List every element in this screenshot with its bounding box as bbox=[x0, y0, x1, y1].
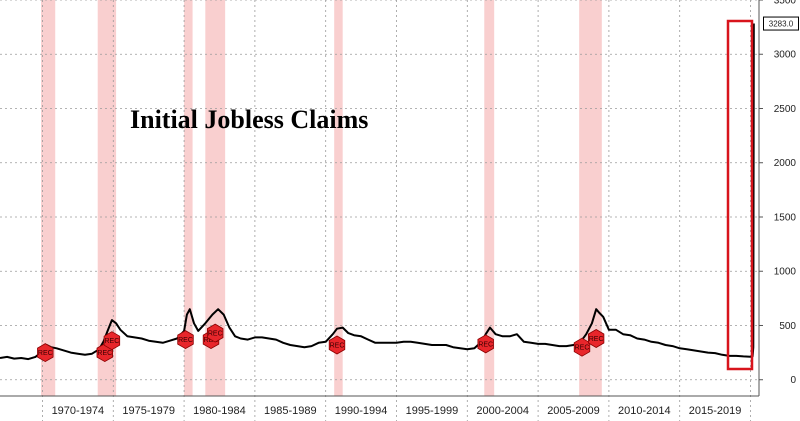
x-tick-label-0: 1970-1974 bbox=[52, 405, 105, 417]
claims-series bbox=[0, 23, 755, 361]
y-tick-label-7: 3500 bbox=[774, 0, 797, 7]
x-tick-label-3: 1985-1989 bbox=[264, 405, 317, 417]
x-tick-label-2: 1980-1984 bbox=[193, 405, 246, 417]
recession-bands bbox=[41, 0, 602, 396]
rec-marker-text-6: REC bbox=[330, 343, 345, 350]
rec-marker-shape-2 bbox=[103, 331, 121, 351]
spike-highlight-box bbox=[726, 19, 754, 371]
y-tick-label-3: 1500 bbox=[774, 212, 797, 223]
grid-lines bbox=[0, 0, 759, 421]
rec-marker-shape-3 bbox=[177, 330, 194, 350]
recession-band-0 bbox=[41, 0, 56, 396]
x-tick-label-8: 2010-2014 bbox=[618, 405, 671, 417]
x-tick-label-5: 1995-1999 bbox=[406, 405, 459, 417]
rec-marker-shape-0 bbox=[37, 343, 54, 363]
series-line-0 bbox=[0, 23, 755, 361]
x-tick-label-4: 1990-1994 bbox=[335, 405, 388, 417]
rec-marker-text-1: REC bbox=[97, 350, 112, 357]
x-tick-labels: 1970-1974 1975-1979 1980-1984 1985-1989 1990… bbox=[52, 405, 742, 417]
rec-marker-text-7: REC bbox=[478, 341, 493, 348]
chart-title: Initial Jobless Claims bbox=[130, 105, 368, 134]
recession-band-3 bbox=[205, 0, 226, 396]
y-tick-label-5: 2500 bbox=[774, 104, 797, 115]
y-tick-label-1: 500 bbox=[779, 321, 796, 332]
rec-marker-text-2: REC bbox=[104, 338, 119, 345]
x-tick-label-6: 2000-2004 bbox=[476, 405, 529, 417]
rec-marker-6: REC bbox=[328, 335, 346, 355]
last-value-badge-inner bbox=[764, 17, 798, 30]
rec-marker-5: REC bbox=[206, 323, 224, 343]
rec-marker-8: REC bbox=[573, 337, 591, 357]
rec-marker-text-0: REC bbox=[38, 350, 53, 357]
rec-marker-shape-6 bbox=[328, 335, 346, 355]
rec-marker-0: REC bbox=[37, 343, 54, 363]
recession-band-5 bbox=[484, 0, 495, 396]
x-tick-label-1: 1975-1979 bbox=[122, 405, 175, 417]
last-value-badge-text: 3283.0 bbox=[769, 20, 794, 29]
rec-marker-text-5: REC bbox=[208, 331, 223, 338]
highlight-box bbox=[726, 19, 754, 371]
rec-marker-9: REC bbox=[588, 329, 605, 348]
recession-band-2 bbox=[184, 0, 193, 396]
x-tick-label-9: 2015-2019 bbox=[689, 405, 742, 417]
recession-band-6 bbox=[579, 0, 602, 396]
recession-band-4 bbox=[334, 0, 343, 396]
last-value-badge: 3283.0 bbox=[763, 16, 799, 31]
rec-marker-shape-7 bbox=[477, 334, 494, 354]
y-tick-labels: 0 500 1000 1500 2000 2500 3000 3500 bbox=[759, 0, 796, 386]
rec-marker-3: REC bbox=[177, 330, 194, 350]
y-tick-label-0: 0 bbox=[790, 375, 796, 386]
rec-marker-shape-5 bbox=[206, 323, 224, 343]
rec-marker-text-3: REC bbox=[178, 337, 193, 344]
rec-marker-text-4: REC bbox=[204, 337, 219, 344]
axes bbox=[0, 0, 760, 397]
y-tick-label-6: 3000 bbox=[774, 50, 797, 61]
rec-marker-2: REC bbox=[103, 331, 121, 351]
rec-marker-shape-9 bbox=[588, 329, 605, 348]
x-tick-label-7: 2005-2009 bbox=[547, 405, 600, 417]
rec-marker-7: REC bbox=[477, 334, 494, 354]
y-tick-label-4: 2000 bbox=[774, 158, 797, 169]
recession-band-1 bbox=[97, 0, 117, 396]
rec-marker-text-9: REC bbox=[589, 336, 604, 343]
rec-marker-text-8: REC bbox=[575, 345, 590, 352]
y-tick-label-2: 1000 bbox=[774, 267, 797, 278]
